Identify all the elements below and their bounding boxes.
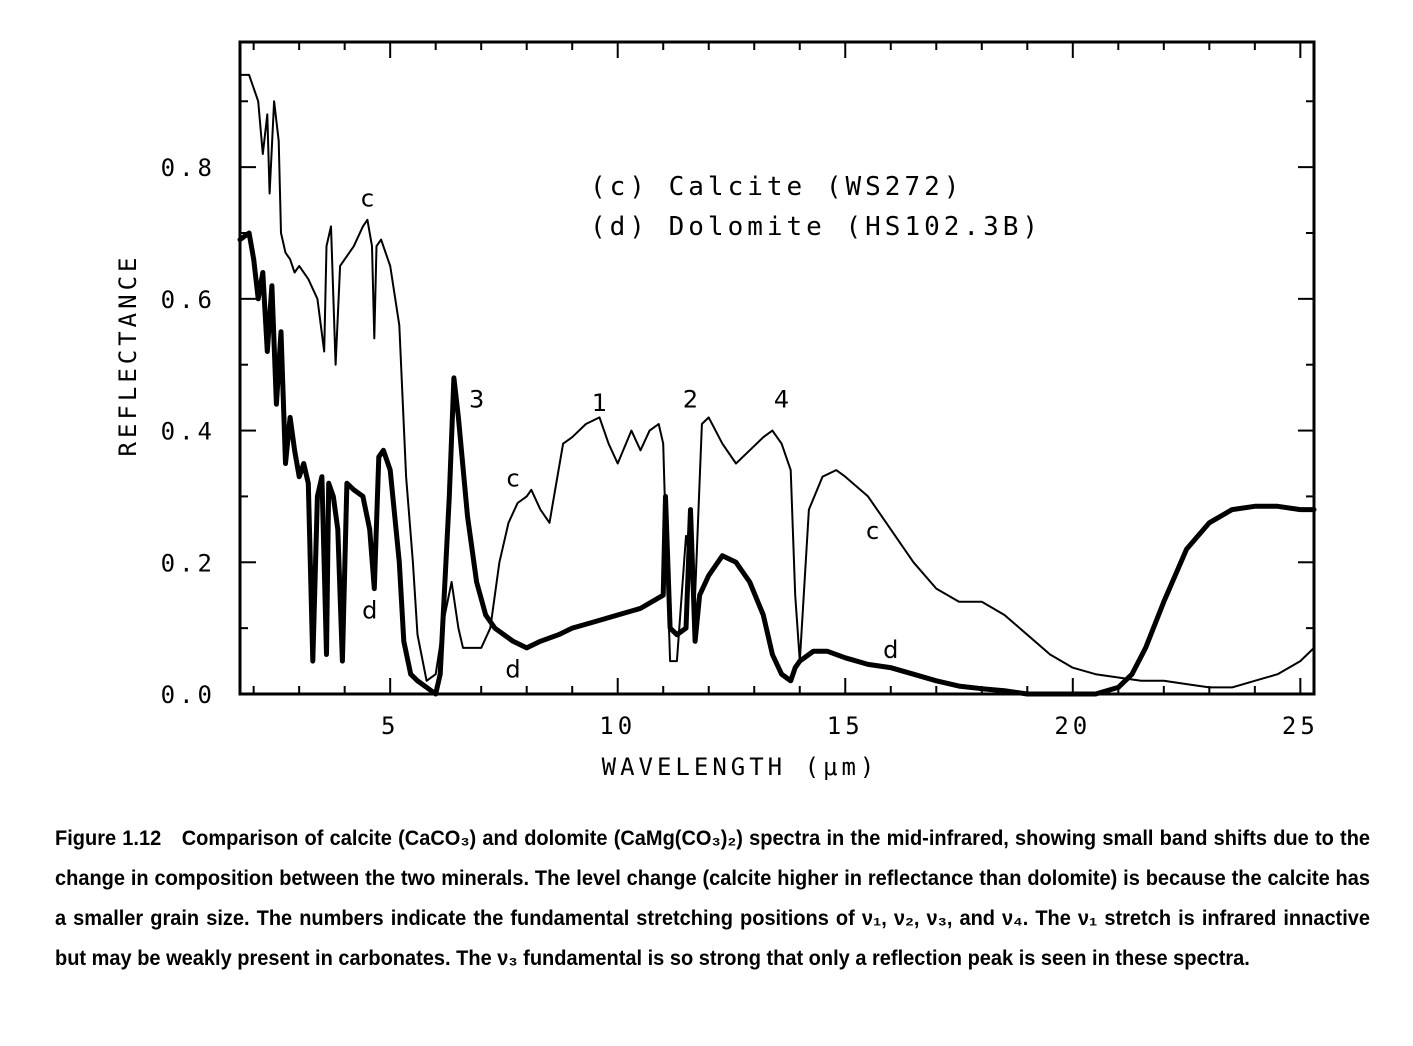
legend-entry-calcite: (c) Calcite (WS272) <box>590 172 963 202</box>
spectra-chart: 5 10 15 20 25 0.0 0.2 0.4 0.6 0.8 c c c d d d 3 1 2 4 WAVE… <box>114 40 1319 781</box>
legend: (c) Calcite (WS272) (d) Dolomite (HS102.… <box>590 172 1042 242</box>
y-tick-label: 0.6 <box>161 286 216 314</box>
legend-entry-dolomite: (d) Dolomite (HS102.3B) <box>590 212 1042 242</box>
dolomite-series-line <box>237 230 1317 697</box>
axis-tick-labels: 5 10 15 20 25 0.0 0.2 0.4 0.6 0.8 <box>161 154 1319 740</box>
curve-annotation: 2 <box>683 386 698 414</box>
y-tick-label: 0.8 <box>161 154 216 182</box>
calcite-series-line <box>239 73 1315 689</box>
curve-annotation: c <box>866 517 879 545</box>
y-tick-label: 0.2 <box>161 549 216 577</box>
axis-ticks <box>240 42 1314 695</box>
figure-label: Figure 1.12 <box>55 826 162 850</box>
curve-annotation: 1 <box>592 389 607 417</box>
y-axis-title: REFLECTANCE <box>114 254 142 457</box>
curve-annotation: d <box>883 636 898 664</box>
curve-annotation: c <box>361 185 374 213</box>
y-tick-label: 0.4 <box>161 418 216 446</box>
x-axis-title: WAVELENGTH (μm) <box>602 753 879 781</box>
curve-annotation: c <box>506 465 519 493</box>
caption-text: Comparison of calcite (CaCO₃) and dolomi… <box>55 826 1371 970</box>
x-tick-label: 15 <box>827 712 864 740</box>
curve-annotation: d <box>505 656 520 684</box>
plot-frame <box>238 40 1316 696</box>
figure-caption: Figure 1.12 Comparison of calcite (CaCO₃)… <box>55 818 1370 978</box>
curve-annotation: d <box>362 596 377 624</box>
chart-container: 5 10 15 20 25 0.0 0.2 0.4 0.6 0.8 c c c d d d 3 1 2 4 WAVE… <box>114 40 1319 781</box>
annotation-layer: c c c d d d 3 1 2 4 <box>361 185 899 684</box>
curve-annotation: 4 <box>774 386 789 414</box>
x-tick-label: 20 <box>1054 712 1091 740</box>
x-tick-label: 25 <box>1282 712 1319 740</box>
x-tick-label: 5 <box>381 712 399 740</box>
curve-annotation: 3 <box>469 386 484 414</box>
series-layer <box>237 73 1317 697</box>
y-tick-label: 0.0 <box>161 681 216 709</box>
x-tick-label: 10 <box>599 712 636 740</box>
